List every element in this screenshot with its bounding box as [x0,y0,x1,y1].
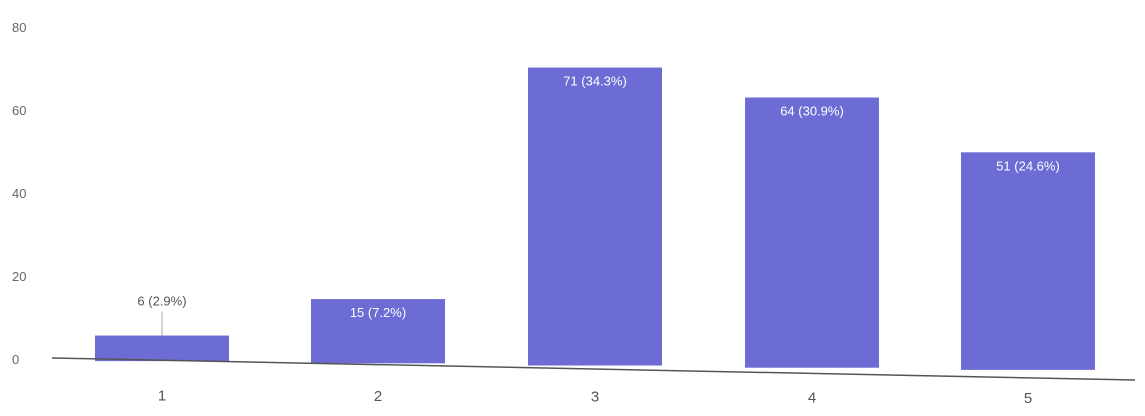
data-label: 51 (24.6%) [996,158,1060,173]
y-axis-ticks: 0 20 40 60 80 [12,20,26,367]
data-label: 15 (7.2%) [350,305,406,320]
y-tick-label: 40 [12,186,26,201]
y-tick-label: 20 [12,269,26,284]
bar-3 [528,67,662,366]
y-tick-label: 0 [12,352,19,367]
bar-4 [745,97,879,368]
x-tick-label: 2 [374,388,382,405]
data-label: 71 (34.3%) [563,74,627,89]
y-tick-label: 80 [12,20,26,35]
y-tick-label: 60 [12,103,26,118]
x-tick-label: 4 [808,389,816,406]
x-axis-line [51,357,1136,381]
x-tick-label: 3 [591,389,599,406]
data-label: 64 (30.9%) [780,103,844,118]
x-axis-ticks: 1 2 3 4 5 [158,387,1032,407]
bars-group [95,67,1095,370]
data-labels-group: 6 (2.9%) 15 (7.2%) 71 (34.3%) 64 (30.9%) 51 … [137,74,1060,336]
data-label: 6 (2.9%) [137,294,186,309]
bar-1 [95,335,229,362]
bar-2 [311,299,445,364]
x-tick-label: 5 [1024,390,1032,407]
bar-5 [961,152,1095,370]
x-tick-label: 1 [158,387,166,404]
